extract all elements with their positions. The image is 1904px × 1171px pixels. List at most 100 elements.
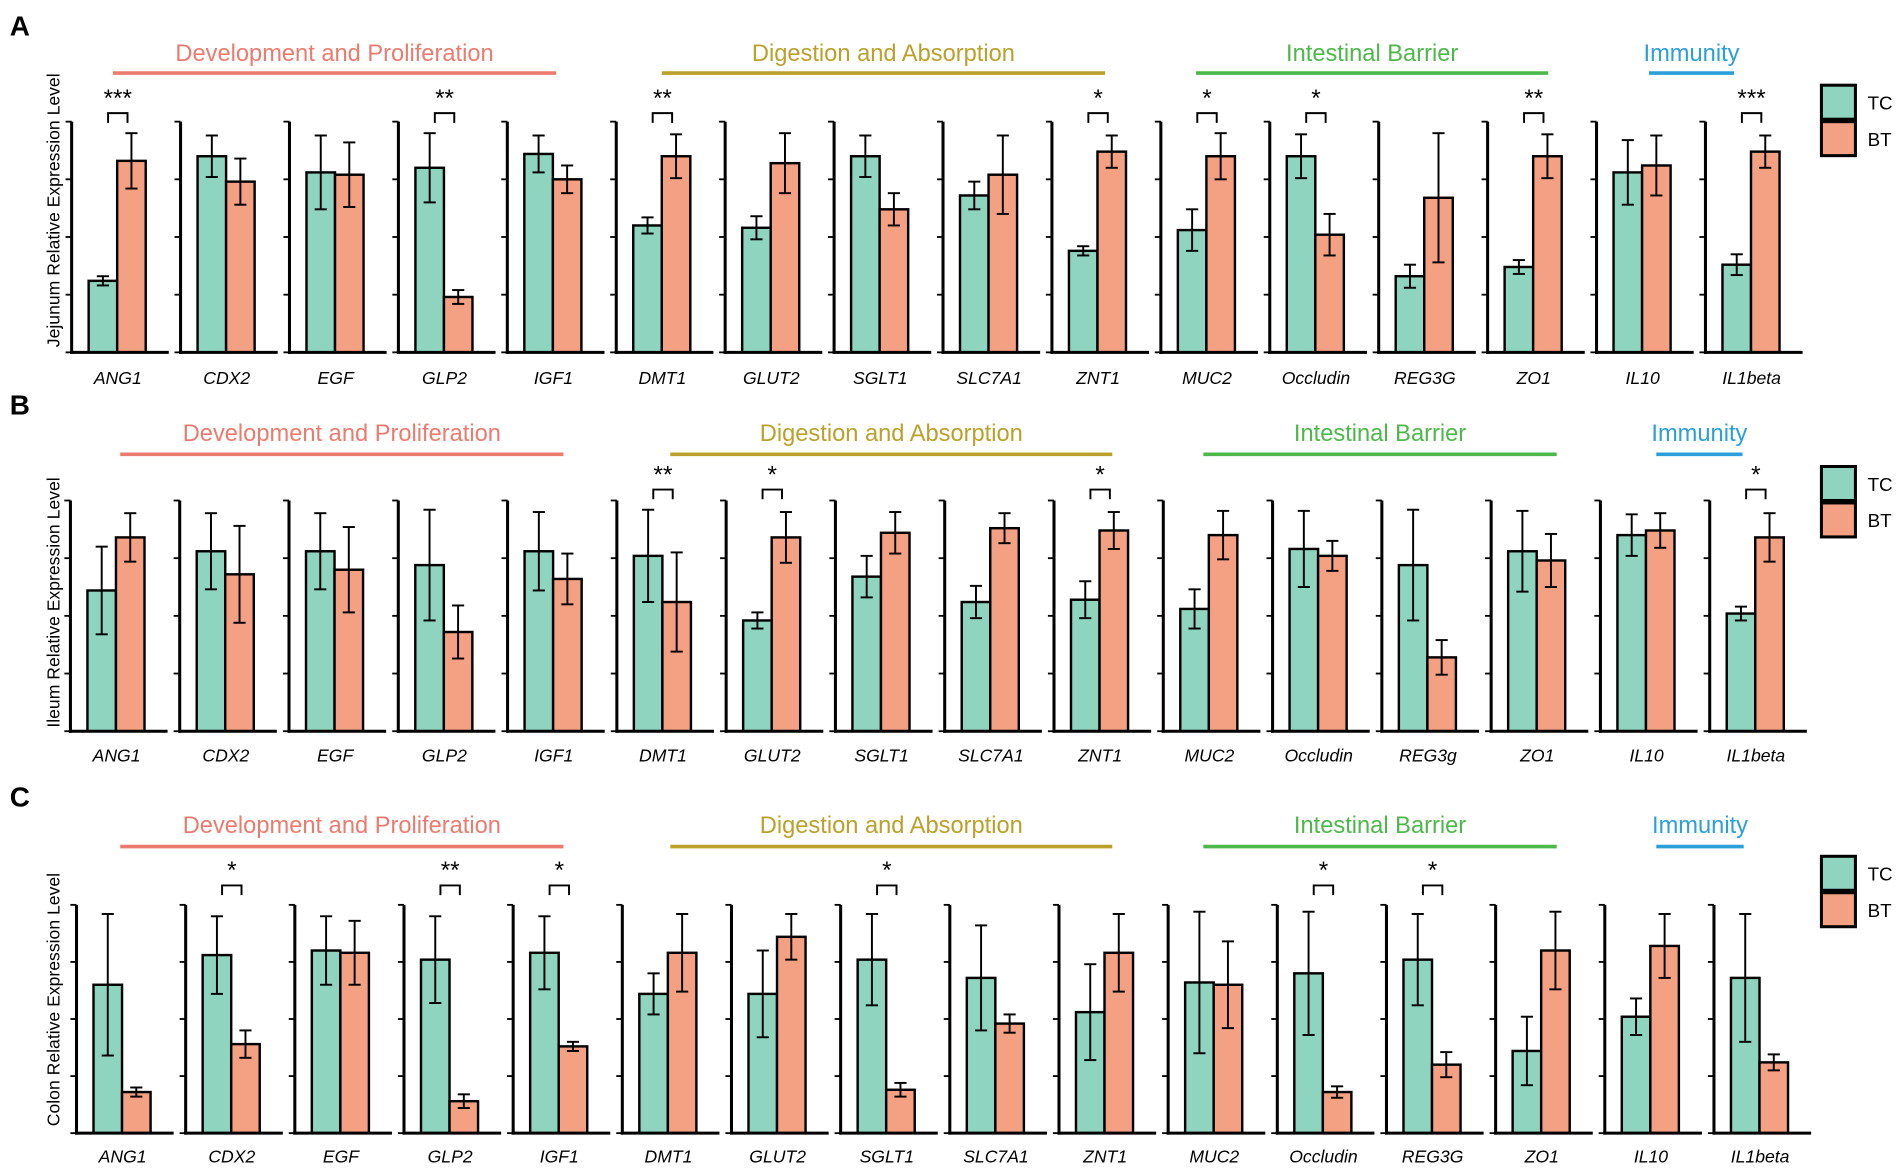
group-header-digestion-and-absorption: Digestion and Absorption: [670, 421, 1113, 457]
error-bar-tc-dmt1: [642, 508, 655, 603]
group-header-digestion-and-absorption: Digestion and Absorption: [661, 41, 1105, 75]
significance-bracket: [1312, 884, 1335, 896]
group-header-digestion-and-absorption: Digestion and Absorption: [670, 813, 1113, 849]
bar-tc-znt1: [1069, 598, 1101, 733]
error-bar-bt-glp2: [452, 289, 465, 305]
legend-swatch-bt: [1819, 501, 1857, 539]
category-label: IGF1: [534, 746, 573, 766]
bar-bt-occludin: [1316, 554, 1348, 733]
bar-bt-il1beta: [1749, 150, 1781, 354]
subplot-glut2: GLUT2: [719, 120, 823, 388]
category-label: SLC7A1: [963, 1146, 1029, 1166]
category-label: REG3G: [1402, 1146, 1464, 1166]
category-label: REG3g: [1399, 746, 1457, 766]
bar-tc-znt1: [1067, 249, 1099, 354]
error-bar-tc-il1beta: [1734, 605, 1748, 622]
error-bar-tc-slc7a1: [968, 180, 981, 211]
category-label: CDX2: [208, 1146, 255, 1166]
subplot-glut2: GLUT2: [725, 903, 829, 1166]
subplot-znt1: ZNT1 *: [1045, 85, 1150, 388]
error-bar-tc-ang1: [96, 275, 109, 287]
category-label: SLC7A1: [958, 746, 1024, 766]
bar-bt-ang1: [114, 536, 146, 733]
error-bar-bt-igf1: [561, 164, 574, 195]
category-label: DMT1: [638, 368, 686, 388]
error-bar-tc-cdx2: [204, 512, 218, 591]
category-label: GLUT2: [743, 368, 800, 388]
category-label: ANG1: [98, 1146, 147, 1166]
subplot-igf1: IGF1: [501, 120, 605, 388]
error-bar-tc-egf: [314, 512, 327, 591]
bar-tc-il1beta: [1721, 263, 1753, 354]
significance-label: *: [1751, 461, 1761, 488]
error-bar-bt-zo1: [1544, 532, 1558, 588]
legend-label-bt: BT: [1868, 900, 1893, 921]
significance-bracket: [433, 112, 456, 123]
error-bar-bt-ang1: [130, 1086, 143, 1098]
bar-bt-occludin: [1321, 1090, 1353, 1135]
bar-tc-slc7a1: [960, 600, 992, 733]
error-bar-bt-igf1: [561, 552, 574, 606]
category-label: Occludin: [1284, 746, 1352, 766]
category-label: DMT1: [645, 1146, 693, 1166]
error-bar-bt-ang1: [125, 132, 138, 190]
category-label: REG3G: [1394, 368, 1456, 388]
subplot-ang1: ANG1: [64, 499, 168, 766]
subplot-reg3g: REG3g: [1375, 499, 1479, 766]
category-label: CDX2: [203, 368, 250, 388]
group-title: Intestinal Barrier: [1294, 813, 1466, 839]
category-label: SGLT1: [854, 746, 908, 766]
legend-swatch-tc: [1819, 854, 1857, 892]
error-bar-bt-egf: [342, 526, 355, 614]
bar-tc-dmt1: [632, 224, 663, 354]
subplot-dmt1: DMT1 **: [610, 461, 714, 766]
category-label: GLUT2: [744, 746, 801, 766]
category-label: ZO1: [1516, 368, 1551, 388]
subplot-znt1: ZNT1: [1052, 903, 1157, 1166]
bar-tc-dmt1: [638, 992, 670, 1135]
significance-label: *: [227, 857, 237, 884]
group-title: Digestion and Absorption: [752, 41, 1015, 67]
error-bar-tc-zo1: [1520, 1015, 1533, 1087]
error-bar-tc-occludin: [1302, 910, 1315, 1036]
error-bar-tc-egf: [314, 134, 327, 211]
error-bar-tc-igf1: [532, 511, 545, 592]
error-bar-tc-glut2: [751, 611, 764, 630]
category-label: SGLT1: [860, 1146, 914, 1166]
error-bar-tc-dmt1: [647, 972, 660, 1016]
subplot-il1beta: IL1beta: [1707, 903, 1812, 1166]
bar-bt-znt1: [1103, 951, 1135, 1135]
error-bar-bt-glp2: [457, 1093, 470, 1110]
bar-tc-slc7a1: [958, 194, 990, 354]
category-label: Occludin: [1289, 1146, 1357, 1166]
error-bar-tc-zo1: [1512, 259, 1525, 275]
subplot-znt1: ZNT1 *: [1047, 461, 1152, 766]
group-title: Intestinal Barrier: [1286, 41, 1458, 67]
category-label: GLUT2: [749, 1146, 806, 1166]
error-bar-tc-muc2: [1186, 208, 1199, 252]
error-bar-bt-dmt1: [670, 551, 683, 653]
y-axis-title: Colon Relative Expression Level: [44, 873, 64, 1126]
bar-bt-sglt1: [879, 531, 911, 733]
subplot-dmt1: DMT1: [616, 903, 720, 1166]
category-label: Occludin: [1282, 368, 1350, 388]
error-bar-bt-muc2: [1217, 509, 1230, 561]
bar-bt-il10: [1640, 164, 1672, 354]
group-header-immunity: Immunity: [1651, 421, 1748, 457]
error-bar-bt-glp2: [452, 604, 465, 660]
subplot-muc2: MUC2: [1157, 499, 1261, 766]
category-label: IL10: [1634, 1146, 1668, 1166]
error-bar-tc-muc2: [1193, 910, 1206, 1055]
error-bar-bt-il1beta: [1759, 134, 1772, 169]
error-bar-bt-il10: [1650, 134, 1663, 197]
category-label: IGF1: [534, 368, 573, 388]
category-label: IL10: [1626, 368, 1660, 388]
group-title: Immunity: [1652, 813, 1748, 839]
error-bar-tc-il10: [1621, 139, 1634, 206]
bar-bt-ang1: [120, 1090, 152, 1135]
legend: TC BT: [1819, 83, 1893, 158]
error-bar-tc-occludin: [1294, 133, 1308, 180]
panel-b: B Ileum Relative Expression Level Developm…: [10, 389, 1893, 765]
significance-bracket: [1740, 112, 1763, 123]
